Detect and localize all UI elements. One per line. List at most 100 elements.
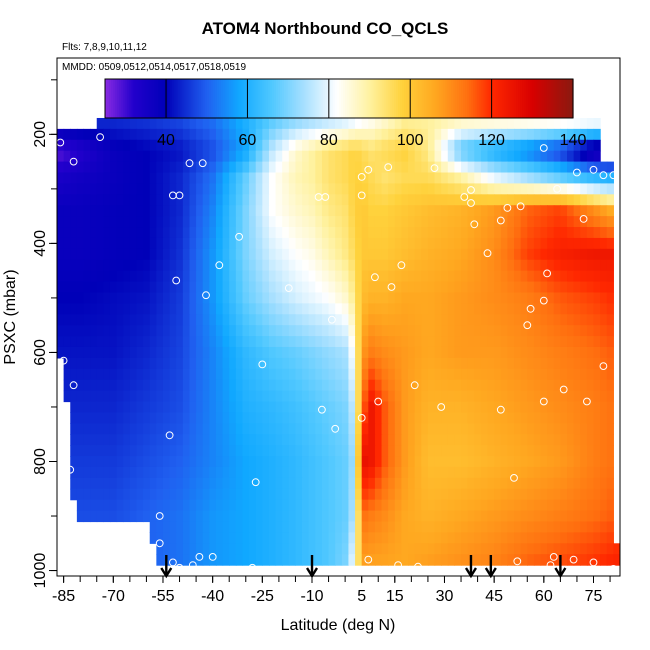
heatmap-cell (222, 532, 230, 544)
heatmap-cell (560, 303, 568, 315)
heatmap-cell (408, 401, 416, 414)
heatmap-cell (454, 336, 462, 348)
heatmap-cell (268, 390, 277, 403)
heatmap-cell (434, 477, 442, 490)
heatmap-cell (553, 401, 561, 414)
heatmap-cell (401, 532, 409, 544)
heatmap-cell (235, 314, 244, 326)
heatmap-cell (109, 477, 118, 490)
heatmap-cell (235, 532, 244, 544)
heatmap-cell (315, 227, 323, 239)
heatmap-cell (70, 423, 78, 435)
heatmap-cell (606, 379, 614, 392)
heatmap-cell (215, 216, 224, 228)
heatmap-cell (196, 401, 204, 414)
heatmap-cell (295, 139, 303, 152)
heatmap-cell (341, 139, 350, 152)
colorbar-cell (501, 79, 505, 118)
heatmap-cell (116, 357, 124, 370)
heatmap-cell (480, 532, 489, 544)
heatmap-cell (533, 270, 542, 283)
heatmap-cell (374, 161, 383, 174)
heatmap-cell (441, 445, 449, 457)
heatmap-cell (454, 128, 462, 141)
heatmap-cell (553, 390, 561, 403)
heatmap-cell (83, 445, 91, 457)
heatmap-cell (176, 390, 184, 403)
heatmap-cell (401, 412, 409, 424)
heatmap-cell (196, 216, 204, 228)
heatmap-cell (189, 477, 197, 490)
heatmap-cell (295, 227, 303, 239)
heatmap-cell (268, 510, 277, 523)
heatmap-cell (321, 346, 330, 359)
heatmap-cell (348, 248, 356, 261)
heatmap-cell (229, 368, 237, 381)
heatmap-cell (63, 292, 71, 304)
heatmap-cell (123, 172, 131, 185)
heatmap-cell (295, 401, 303, 414)
heatmap-cell (70, 390, 78, 403)
colorbar-cell (168, 79, 171, 118)
heatmap-cell (507, 499, 515, 512)
heatmap-cell (169, 150, 177, 163)
heatmap-cell (447, 445, 456, 457)
heatmap-cell (123, 390, 131, 403)
heatmap-cell (401, 357, 409, 370)
heatmap-cell (593, 139, 601, 152)
heatmap-cell (182, 368, 191, 381)
heatmap-cell (487, 412, 495, 424)
heatmap-cell (427, 281, 436, 294)
heatmap-cell (268, 543, 277, 555)
heatmap-cell (507, 281, 515, 294)
heatmap-cell (90, 379, 98, 392)
heatmap-cell (414, 292, 422, 304)
heatmap-cell (560, 445, 568, 457)
colorbar-cell (121, 79, 124, 118)
heatmap-cell (215, 259, 224, 272)
heatmap-cell (129, 139, 138, 152)
heatmap-cell (474, 227, 482, 239)
heatmap-cell (427, 521, 436, 533)
heatmap-cell (480, 477, 489, 490)
heatmap-cell (573, 161, 581, 174)
heatmap-cell (348, 456, 356, 468)
heatmap-cell (408, 456, 416, 468)
heatmap-cell (162, 183, 171, 195)
heatmap-cell (282, 477, 290, 490)
heatmap-cell (394, 227, 403, 239)
heatmap-cell (196, 521, 204, 533)
heatmap-cell (209, 183, 217, 195)
heatmap-cell (580, 303, 588, 315)
heatmap-cell (408, 499, 416, 512)
heatmap-cell (447, 194, 456, 206)
heatmap-cell (401, 423, 409, 435)
heatmap-cell (282, 401, 290, 414)
colorbar-cell (570, 79, 574, 118)
colorbar-cell (220, 79, 224, 118)
heatmap-cell (149, 346, 157, 359)
colorbar-cell (440, 79, 444, 118)
heatmap-cell (143, 466, 151, 479)
colorbar-cell (432, 79, 436, 118)
heatmap-cell (341, 325, 350, 337)
heatmap-cell (507, 172, 515, 185)
heatmap-cell (255, 532, 263, 544)
heatmap-cell (500, 477, 508, 490)
heatmap-cell (474, 532, 482, 544)
heatmap-cell (255, 314, 263, 326)
heatmap-cell (76, 150, 85, 163)
heatmap-cell (500, 434, 508, 446)
heatmap-cell (520, 325, 528, 337)
heatmap-cell (109, 456, 118, 468)
heatmap-cell (434, 412, 442, 424)
heatmap-cell (156, 216, 164, 228)
heatmap-cell (341, 216, 350, 228)
heatmap-cell (262, 401, 270, 414)
heatmap-cell (70, 161, 78, 174)
heatmap-cell (348, 270, 356, 283)
heatmap-cell (520, 227, 528, 239)
heatmap-cell (487, 532, 495, 544)
heatmap-cell (328, 183, 336, 195)
heatmap-cell (480, 172, 489, 185)
